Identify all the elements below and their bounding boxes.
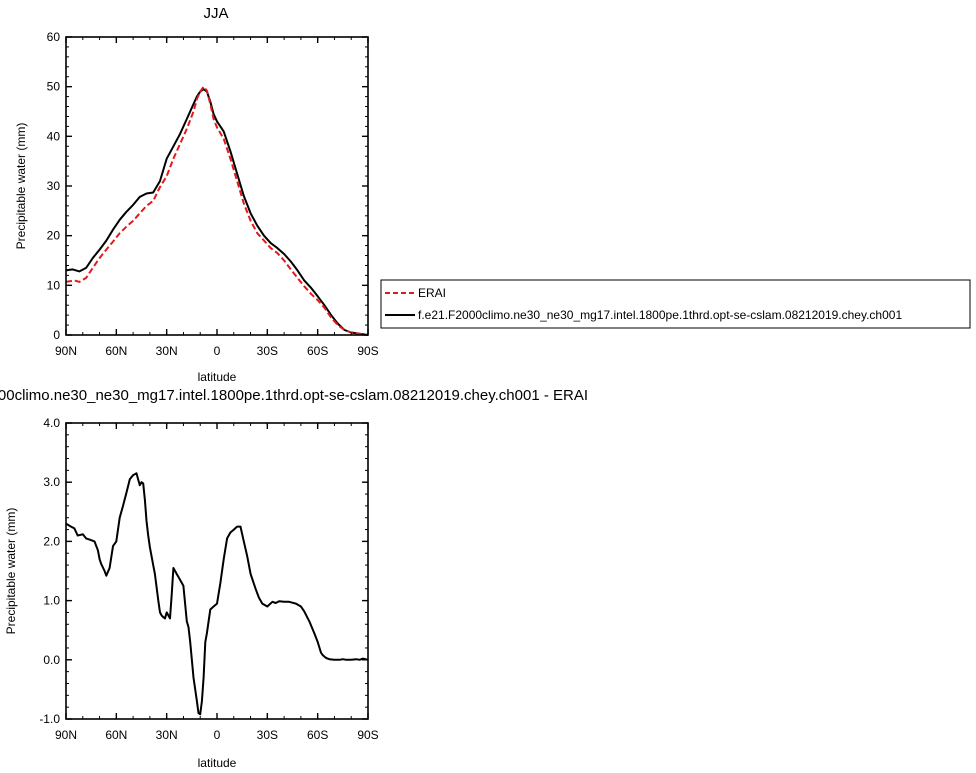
top-panel-x-tick-label: 0 [214,344,221,358]
bottom-panel-frame [65,422,369,720]
bottom-panel-y-axis-label: Precipitable water (mm) [4,508,18,635]
legend-label-model: f.e21.F2000climo.ne30_ne30_mg17.intel.18… [418,308,902,322]
bottom-panel-x-tick-label: 90N [55,728,77,742]
bottom-panel-x-tick-label: 30N [156,728,178,742]
bottom-panel-x-tick-label: 60S [307,728,328,742]
top-panel-y-tick-label: 40 [47,129,61,143]
top-panel-series [65,85,369,336]
top-panel-title: JJA [203,5,228,22]
bottom-panel-series-line-0 [65,472,369,716]
top-panel-y-tick-label: 30 [47,179,61,193]
bottom-panel-y-tick-label: 0.0 [43,653,60,667]
bottom-panel-x-tick-label: 0 [214,728,221,742]
top-panel-y-tick-label: 50 [47,80,61,94]
bottom-panel-title: f.e21.F2000climo.ne30_ne30_mg17.intel.18… [0,387,588,404]
top-panel-y-tick-label: 10 [47,278,61,292]
top-panel: JJA 90N 60N 30N 0 30S 60S 90S 0 10 20 30 40 50 60 lat… [14,5,379,384]
bottom-panel-x-axis-label: latitude [198,756,237,770]
bottom-panel-x-tick-label: 90S [357,728,378,742]
top-panel-x-axis-label: latitude [198,370,237,384]
legend-label-erai: ERAI [418,286,446,300]
legend: ERAI f.e21.F2000climo.ne30_ne30_mg17.int… [380,279,971,329]
top-panel-y-tick-label: 60 [47,30,61,44]
bottom-panel-y-tick-label: 2.0 [43,534,60,548]
legend-box [380,279,971,329]
top-panel-axes: 90N 60N 30N 0 30S 60S 90S 0 10 20 30 40 50 60 [47,30,379,358]
top-panel-y-tick-label: 0 [53,328,60,342]
top-panel-x-tick-label: 60N [105,344,127,358]
bottom-panel: f.e21.F2000climo.ne30_ne30_mg17.intel.18… [0,387,588,770]
top-panel-y-tick-label: 20 [47,229,61,243]
bottom-panel-x-tick-label: 60N [105,728,127,742]
bottom-panel-y-tick-label: -1.0 [39,712,60,726]
top-panel-x-tick-label: 30S [257,344,278,358]
top-panel-x-tick-label: 60S [307,344,328,358]
bottom-panel-y-tick-label: 3.0 [43,475,60,489]
top-panel-series-line-0 [65,85,369,336]
bottom-panel-x-tick-label: 30S [257,728,278,742]
bottom-panel-axes: 90N 60N 30N 0 30S 60S 90S -1.0 0.0 1.0 2.0 3.0 4.0 [39,416,378,742]
top-panel-x-tick-label: 90S [357,344,378,358]
bottom-panel-series [65,472,369,716]
top-panel-frame [65,36,369,336]
bottom-panel-y-tick-label: 1.0 [43,594,60,608]
bottom-panel-y-tick-label: 4.0 [43,416,60,430]
top-panel-x-tick-label: 90N [55,344,77,358]
top-panel-y-axis-label: Precipitable water (mm) [14,123,28,250]
top-panel-x-tick-label: 30N [156,344,178,358]
